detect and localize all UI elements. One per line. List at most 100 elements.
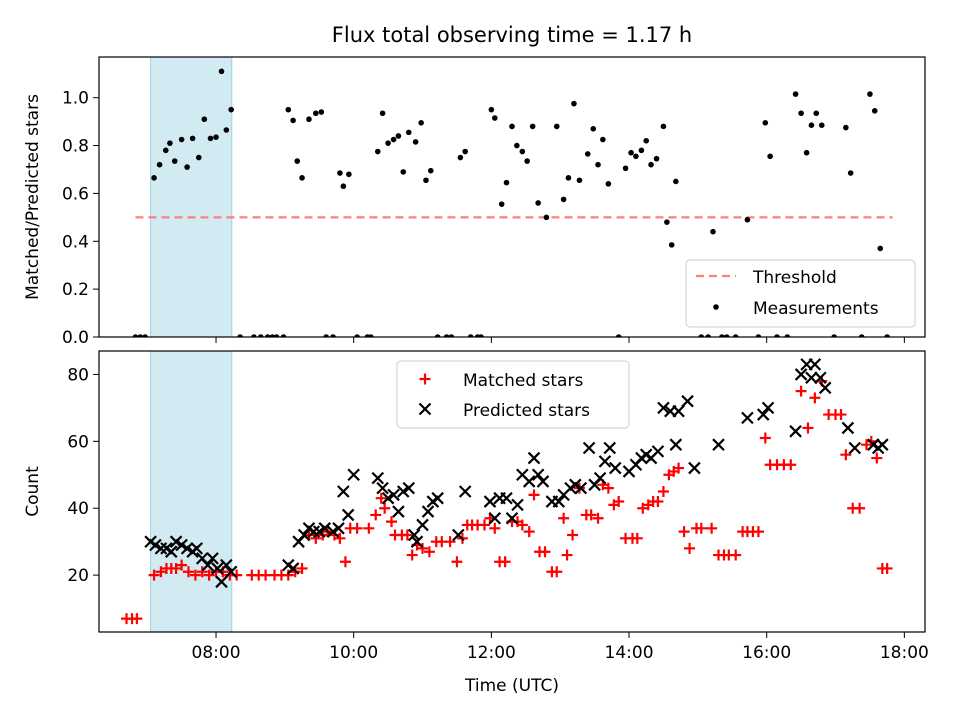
matched-star-point (339, 556, 351, 568)
y-tick-label: 0.8 (62, 137, 89, 157)
predicted-star-point (505, 511, 519, 525)
count-plot: 20 40 60 80 08:00 10:00 12:00 14:00 16:00 18:00 Co… (23, 350, 929, 696)
measurement-point (628, 149, 634, 156)
measurement-point (423, 177, 429, 184)
measurement-point (491, 115, 498, 121)
matched-star-point (613, 496, 625, 508)
matched-star-point (759, 432, 771, 444)
legend-box (396, 360, 630, 429)
predicted-star-point (347, 468, 360, 482)
measurement-point (400, 169, 407, 175)
predicted-star-point (416, 518, 429, 532)
measurement-point (251, 334, 257, 337)
measurement-point (390, 136, 397, 143)
measurement-point (299, 175, 305, 181)
measurement-point (294, 158, 301, 164)
predicted-star-point (841, 421, 855, 435)
matched-star-point (558, 512, 570, 524)
predicted-star-point (531, 468, 545, 482)
matched-star-point (370, 509, 382, 521)
predicted-star-point (500, 491, 513, 505)
matched-star-point (189, 569, 201, 581)
measurement-point (744, 216, 751, 223)
measurement-point (543, 214, 550, 221)
matched-star-point (401, 529, 413, 541)
measurement-point (803, 149, 810, 156)
legend: Threshold Measurements (685, 259, 916, 328)
measurement-point (719, 334, 725, 337)
matched-star-point (196, 566, 208, 578)
measurement-point (346, 171, 352, 178)
predicted-star-point (598, 455, 612, 468)
predicted-star-point (741, 411, 754, 425)
matched-star-point (785, 459, 797, 471)
matched-star-point (673, 462, 685, 474)
legend-predicted-swatch (418, 402, 432, 416)
matched-star-point (730, 549, 742, 561)
measurement-point (379, 110, 386, 117)
matched-star-point (752, 526, 764, 538)
predicted-star-point (387, 488, 400, 502)
matched-star-point (602, 482, 614, 494)
measurement-point (237, 334, 243, 337)
matched-star-point (423, 546, 435, 558)
matched-star-point (539, 546, 551, 558)
measurement-point (207, 135, 214, 142)
measurement-point (223, 127, 230, 133)
matched-star-point (657, 486, 669, 497)
predicted-star-point (582, 441, 596, 455)
predicted-star-point (431, 491, 444, 505)
predicted-star-point (818, 381, 832, 395)
measurement-point (673, 178, 679, 185)
x-tick-label: 08:00 (192, 643, 241, 663)
measurement-point (615, 334, 622, 337)
predicted-star-point (483, 495, 497, 508)
predicted-star-point (805, 371, 818, 385)
measurement-point (318, 109, 325, 115)
measurement-point (132, 334, 139, 337)
measurement-point (784, 334, 791, 337)
measurement-point (831, 334, 837, 337)
measurement-point (877, 245, 884, 252)
measurement-point (705, 334, 711, 337)
predicted-star-point (603, 441, 617, 455)
predicted-star-point (318, 522, 332, 535)
predicted-star-point (657, 401, 670, 415)
x-tick-label: 16:00 (742, 643, 791, 663)
y-tick-label: 0.6 (62, 184, 89, 204)
measurement-point (792, 91, 799, 97)
matched-star-point (809, 392, 821, 404)
measurement-point (156, 161, 163, 168)
highlight-span (150, 56, 233, 338)
measurement-point (622, 165, 629, 172)
measurement-point (285, 106, 292, 113)
predicted-star-point (756, 408, 770, 421)
y-tick-label: 0.0 (62, 328, 89, 348)
predicted-star-point (206, 552, 219, 565)
measurement-point (323, 334, 329, 337)
measurement-point (488, 106, 495, 113)
predicted-star-point (421, 505, 435, 518)
measurement-point (503, 179, 510, 186)
chart-title: Flux total observing time = 1.17 h (332, 23, 692, 47)
measurement-point (412, 139, 419, 145)
measurement-point (462, 148, 468, 155)
measurement-point (605, 181, 612, 187)
measurement-point (813, 110, 820, 117)
measurement-point (337, 170, 343, 176)
measurement-point (228, 106, 234, 113)
measurement-point (774, 334, 780, 337)
predicted-star-point (794, 368, 808, 381)
measurement-point (443, 334, 450, 337)
predicted-star-point (688, 461, 701, 475)
predicted-star-point (452, 528, 465, 542)
legend: Matched stars Predicted stars (396, 360, 630, 429)
matched-star-point (296, 562, 308, 574)
measurement-point (218, 68, 225, 75)
matched-star-point (695, 522, 707, 534)
x-axis-label: Time (UTC) (464, 676, 559, 696)
measurement-point (867, 91, 873, 97)
y-tick-label: 0.4 (62, 232, 89, 252)
matched-star-point (802, 422, 814, 434)
